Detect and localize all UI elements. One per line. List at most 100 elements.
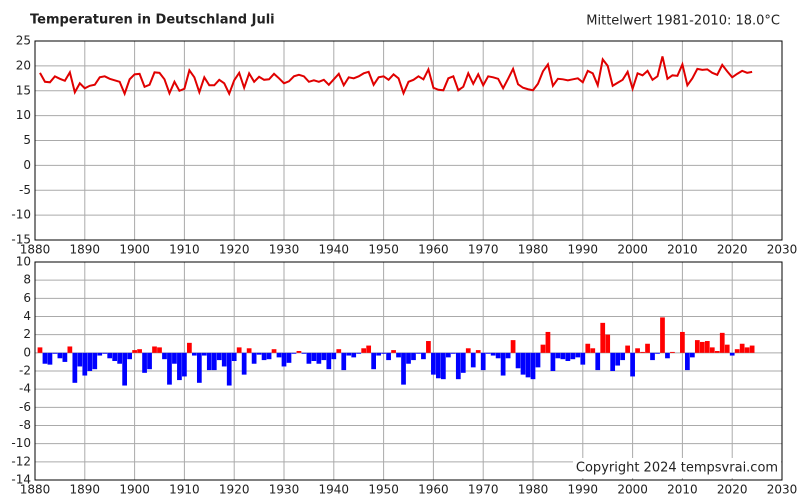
bar bbox=[37, 347, 43, 353]
bar bbox=[620, 352, 626, 361]
bar bbox=[719, 332, 725, 353]
x-tick-label: 1910 bbox=[169, 483, 200, 497]
bar bbox=[670, 351, 675, 353]
bar bbox=[296, 351, 302, 353]
bar bbox=[689, 352, 695, 358]
bar bbox=[416, 352, 421, 354]
bar bbox=[286, 352, 292, 363]
annotation: Copyright 2024 tempsvrai.com bbox=[576, 461, 778, 476]
bar bbox=[52, 352, 58, 354]
x-tick-label: 2020 bbox=[717, 483, 748, 497]
bar bbox=[495, 352, 501, 359]
bar bbox=[196, 352, 202, 383]
bar bbox=[470, 352, 476, 368]
bar bbox=[306, 352, 312, 364]
bar bbox=[455, 352, 461, 380]
x-tick-label: 1880 bbox=[20, 243, 51, 257]
bar bbox=[530, 352, 536, 380]
x-tick-label: 1940 bbox=[319, 483, 350, 497]
plot-frame bbox=[34, 261, 783, 481]
bar bbox=[311, 352, 317, 362]
x-tick-label: 1950 bbox=[368, 483, 399, 497]
bar bbox=[226, 352, 232, 386]
y-tick-label: 10 bbox=[16, 108, 31, 122]
bar bbox=[749, 345, 755, 353]
x-tick-label: 2000 bbox=[617, 483, 648, 497]
x-tick-label: 1890 bbox=[70, 483, 101, 497]
x-tick-label: 1930 bbox=[269, 243, 300, 257]
bar bbox=[391, 350, 396, 353]
bar bbox=[336, 349, 342, 353]
bar bbox=[346, 352, 352, 356]
bar bbox=[704, 341, 710, 353]
bar bbox=[655, 352, 660, 354]
bar bbox=[645, 343, 650, 353]
bar bbox=[411, 352, 416, 361]
bar bbox=[595, 352, 601, 371]
y-tick-label: 15 bbox=[16, 83, 31, 97]
bar bbox=[122, 352, 128, 386]
bar bbox=[206, 352, 212, 371]
plot-frame bbox=[34, 40, 783, 241]
bar bbox=[436, 352, 441, 379]
bar bbox=[490, 352, 496, 356]
bar bbox=[421, 352, 426, 360]
y-tick-label: -2 bbox=[19, 364, 31, 378]
bar bbox=[47, 352, 53, 365]
bar bbox=[460, 352, 466, 373]
bar bbox=[680, 331, 685, 353]
x-tick-label: 2010 bbox=[667, 483, 698, 497]
x-tick-label: 1970 bbox=[468, 483, 499, 497]
bar bbox=[92, 352, 98, 370]
chart-subtitle: Mittelwert 1981-2010: 18.0°C bbox=[586, 14, 780, 29]
y-tick-label: 20 bbox=[16, 58, 31, 72]
bar bbox=[600, 322, 606, 353]
bar bbox=[167, 352, 172, 385]
bar bbox=[281, 352, 287, 367]
bar bbox=[211, 352, 217, 371]
y-tick-label: -12 bbox=[11, 454, 31, 468]
bar bbox=[261, 352, 267, 361]
y-tick-label: -4 bbox=[19, 382, 31, 396]
x-tick-label: 1910 bbox=[169, 243, 200, 257]
y-tick-label: -5 bbox=[19, 183, 31, 197]
y-tick-label: 6 bbox=[23, 291, 31, 305]
x-tick-label: 1920 bbox=[219, 483, 250, 497]
bar bbox=[605, 334, 611, 353]
bar bbox=[709, 347, 715, 353]
x-tick-label: 1930 bbox=[269, 483, 300, 497]
bar bbox=[465, 348, 471, 353]
bar bbox=[699, 341, 705, 353]
bar bbox=[356, 352, 362, 354]
bar bbox=[256, 352, 262, 355]
bar bbox=[221, 352, 227, 367]
y-tick-label: 5 bbox=[23, 133, 31, 147]
bar bbox=[734, 349, 740, 353]
bar bbox=[560, 352, 566, 360]
x-tick-label: 1990 bbox=[568, 483, 599, 497]
y-tick-label: 0 bbox=[23, 158, 31, 172]
x-tick-label: 2030 bbox=[767, 243, 798, 257]
bar bbox=[137, 349, 142, 353]
bar bbox=[376, 352, 381, 356]
bar bbox=[266, 352, 272, 360]
y-tick-label: -8 bbox=[19, 418, 31, 432]
bar bbox=[291, 352, 297, 354]
x-tick-label: 2000 bbox=[617, 243, 648, 257]
x-tick-label: 1890 bbox=[70, 243, 101, 257]
bar bbox=[177, 352, 182, 381]
x-tick-label: 1980 bbox=[518, 243, 549, 257]
bar bbox=[724, 344, 730, 353]
x-tick-label: 1990 bbox=[568, 243, 599, 257]
bar bbox=[665, 352, 670, 359]
bar bbox=[107, 352, 113, 359]
bar bbox=[450, 352, 456, 354]
bar bbox=[371, 352, 377, 370]
bar bbox=[127, 352, 132, 360]
bar bbox=[326, 352, 332, 370]
bar bbox=[729, 352, 735, 356]
bar bbox=[625, 345, 630, 353]
bar bbox=[102, 352, 108, 354]
bar bbox=[520, 352, 526, 375]
